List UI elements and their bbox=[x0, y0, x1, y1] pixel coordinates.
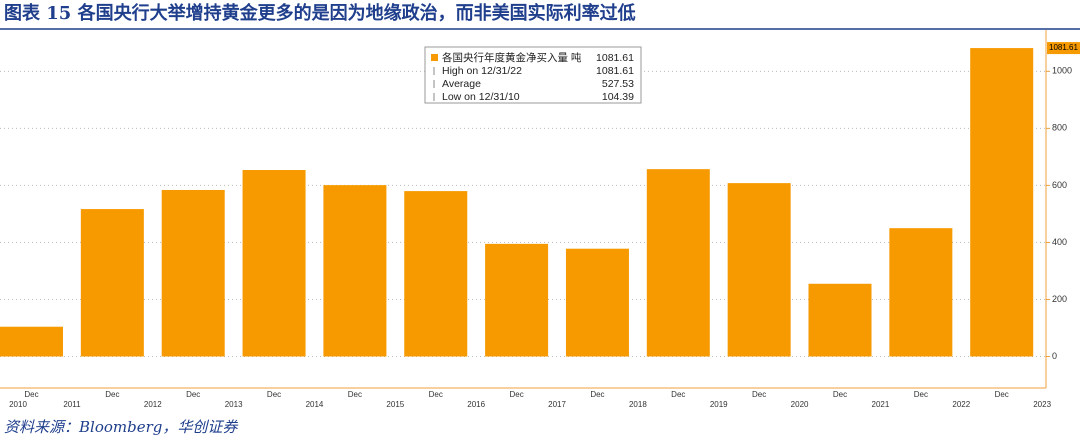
y-tick-label: 800 bbox=[1052, 123, 1067, 133]
bar bbox=[323, 185, 387, 357]
x-tick-label: Dec bbox=[348, 390, 362, 399]
legend-label: 各国央行年度黄金净买入量 吨 bbox=[442, 51, 582, 64]
bar bbox=[0, 326, 63, 357]
bar bbox=[80, 209, 144, 357]
title-bar bbox=[0, 0, 1080, 28]
x-year-label: 2016 bbox=[467, 400, 485, 409]
x-year-label: 2019 bbox=[710, 400, 728, 409]
bar bbox=[242, 170, 306, 357]
legend-swatch bbox=[431, 54, 438, 61]
legend-value: 527.53 bbox=[602, 78, 634, 90]
bar bbox=[970, 48, 1034, 357]
x-year-label: 2015 bbox=[386, 400, 404, 409]
y-tick-label: 200 bbox=[1052, 294, 1067, 304]
x-year-label: 2010 bbox=[9, 400, 27, 409]
chart-title: 图表 15 各国央行大举增持黄金更多的是因为地缘政治，而非美国实际利率过低 bbox=[4, 2, 636, 24]
x-tick-label: Dec bbox=[105, 390, 119, 399]
x-year-label: 2011 bbox=[63, 400, 81, 409]
legend-label: High on 12/31/22 bbox=[442, 65, 522, 77]
x-year-label: 2021 bbox=[872, 400, 890, 409]
x-year-label: 2020 bbox=[791, 400, 809, 409]
x-tick-label: Dec bbox=[752, 390, 766, 399]
x-tick-label: Dec bbox=[671, 390, 685, 399]
y-tick-label: 400 bbox=[1052, 237, 1067, 247]
last-value-tag bbox=[1047, 42, 1080, 55]
x-year-label: 2018 bbox=[629, 400, 647, 409]
last-value-label: 1081.61 bbox=[1049, 43, 1078, 52]
bar bbox=[161, 189, 225, 357]
y-tick-label: 1000 bbox=[1052, 66, 1072, 76]
x-tick-label: Dec bbox=[914, 390, 928, 399]
y-tick-label: 600 bbox=[1052, 180, 1067, 190]
x-tick-label: Dec bbox=[509, 390, 523, 399]
x-tick-label: Dec bbox=[995, 390, 1009, 399]
x-year-label: 2023 bbox=[1033, 400, 1051, 409]
bar bbox=[727, 183, 791, 357]
x-tick-label: Dec bbox=[429, 390, 443, 399]
x-year-label: 2013 bbox=[225, 400, 243, 409]
x-tick-label: Dec bbox=[186, 390, 200, 399]
x-year-label: 2017 bbox=[548, 400, 566, 409]
x-year-label: 2022 bbox=[952, 400, 970, 409]
legend-value: 1081.61 bbox=[596, 52, 634, 64]
bar bbox=[404, 191, 468, 357]
legend-value: 104.39 bbox=[602, 91, 634, 103]
x-year-label: 2014 bbox=[306, 400, 324, 409]
bar bbox=[646, 169, 710, 357]
bar bbox=[565, 248, 629, 357]
source: 资料来源：Bloomberg，华创证券 bbox=[4, 418, 238, 436]
legend-box bbox=[424, 46, 642, 104]
x-year-label: 2012 bbox=[144, 400, 162, 409]
y-tick-label: 0 bbox=[1052, 351, 1057, 361]
legend-label: Average bbox=[442, 78, 481, 90]
x-tick-label: Dec bbox=[267, 390, 281, 399]
bar bbox=[485, 243, 549, 357]
bar bbox=[889, 228, 953, 357]
legend-label: Low on 12/31/10 bbox=[442, 91, 520, 103]
bar bbox=[808, 283, 872, 357]
legend-value: 1081.61 bbox=[596, 65, 634, 77]
x-tick-label: Dec bbox=[833, 390, 847, 399]
x-tick-label: Dec bbox=[590, 390, 604, 399]
x-tick-label: Dec bbox=[24, 390, 38, 399]
